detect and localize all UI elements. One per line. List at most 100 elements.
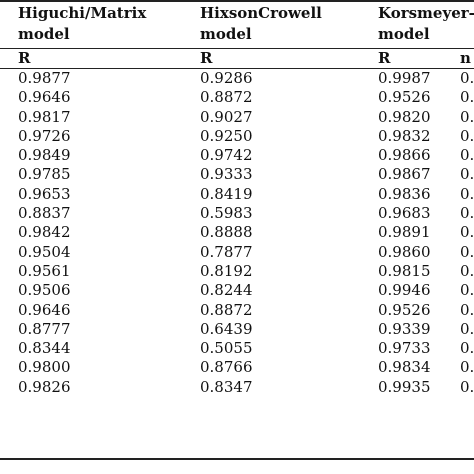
top-rule [0, 0, 474, 2]
table-row: 0.9646 0.8872 0.9526 0. [0, 88, 474, 107]
table-cell: 0.9987 [378, 69, 431, 87]
table-cell: 0.9339 [378, 319, 431, 338]
subheader-rule [0, 48, 474, 49]
table-cell: 0.6439 [200, 319, 253, 338]
header-line: model [200, 25, 252, 43]
table-cell: 0. [460, 165, 474, 184]
table-cell: 0.8244 [200, 281, 253, 300]
table-cell: 0. [460, 126, 474, 145]
table-row: 0.8777 0.6439 0.9339 0. [0, 320, 474, 339]
bottom-rule [0, 458, 474, 460]
table-row: 0.9506 0.8244 0.9946 0. [0, 281, 474, 300]
table-cell: 0.9683 [378, 204, 431, 223]
table-cell: 0.7877 [200, 242, 253, 261]
table-cell: 0.9815 [378, 261, 431, 280]
table-cell: 0.9842 [18, 223, 71, 242]
table-cell: 0.9826 [18, 377, 71, 396]
table-row: 0.9561 0.8192 0.9815 0. [0, 262, 474, 281]
table-row: 0.9877 0.9286 0.9987 0. [0, 69, 474, 88]
table-row: 0.9817 0.9027 0.9820 0. [0, 108, 474, 127]
table-cell: 0.9836 [378, 184, 431, 203]
table-row: 0.8837 0.5983 0.9683 0. [0, 204, 474, 223]
table-cell: 0.9286 [200, 69, 253, 87]
table-row: 0.9726 0.9250 0.9832 0. [0, 127, 474, 146]
subheader-r: R [18, 49, 31, 67]
table-cell: 0. [460, 184, 474, 203]
table-cell: 0.8344 [18, 339, 71, 358]
table-cell: 0.8766 [200, 358, 253, 377]
header-higuchi: Higuchi/Matrix model [18, 3, 146, 45]
table-row: 0.9826 0.8347 0.9935 0. [0, 378, 474, 397]
table-cell: 0. [460, 204, 474, 223]
table-cell: 0.9785 [18, 165, 71, 184]
table-cell: 0. [460, 281, 474, 300]
table-cell: 0.9817 [18, 107, 71, 126]
table-cell: 0. [460, 377, 474, 396]
table-row: 0.9646 0.8872 0.9526 0. [0, 301, 474, 320]
table-cell: 0.9646 [18, 88, 71, 107]
table-row: 0.8344 0.5055 0.9733 0. [0, 339, 474, 358]
table-cell: 0.5983 [200, 204, 253, 223]
table-cell: 0. [460, 319, 474, 338]
table-row: 0.9653 0.8419 0.9836 0. [0, 185, 474, 204]
table-cell: 0.8777 [18, 319, 71, 338]
table-cell: 0.9860 [378, 242, 431, 261]
table-cell: 0. [460, 300, 474, 319]
table-cell: 0. [460, 223, 474, 242]
header-line: HixsonCrowell [200, 4, 322, 22]
table-cell: 0.9935 [378, 377, 431, 396]
table-cell: 0.9832 [378, 126, 431, 145]
table-cell: 0. [460, 242, 474, 261]
table-cell: 0. [460, 146, 474, 165]
subheader-n: n [460, 49, 471, 67]
table-row: 0.9785 0.9333 0.9867 0. [0, 165, 474, 184]
table-body: 0.9877 0.9286 0.9987 0. 0.9646 0.8872 0.9526 0.… [0, 69, 474, 397]
table-cell: 0.8419 [200, 184, 253, 203]
table-cell: 0.9504 [18, 242, 71, 261]
table-cell: 0.9946 [378, 281, 431, 300]
table-cell: 0. [460, 107, 474, 126]
header-line: Korsmeyer- [378, 4, 474, 22]
table-cell: 0.8872 [200, 88, 253, 107]
table-cell: 0. [460, 339, 474, 358]
table-cell: 0.9877 [18, 69, 71, 87]
header-line: Higuchi/Matrix [18, 4, 147, 22]
table-cell: 0.8192 [200, 261, 253, 280]
table-row: 0.9800 0.8766 0.9834 0. [0, 358, 474, 377]
subheader-r: R [378, 49, 391, 67]
table-cell: 0.9866 [378, 146, 431, 165]
table-cell: 0. [460, 69, 474, 87]
table-cell: 0.9742 [200, 146, 253, 165]
table-cell: 0.9526 [378, 300, 431, 319]
table-cell: 0.9333 [200, 165, 253, 184]
table-cell: 0.8347 [200, 377, 253, 396]
table-cell: 0.9733 [378, 339, 431, 358]
header-hixson: HixsonCrowell model [200, 3, 322, 45]
table-cell: 0.9726 [18, 126, 71, 145]
table-cell: 0.9027 [200, 107, 253, 126]
subheader-bottom-rule [0, 68, 474, 69]
header-line: model [18, 25, 70, 43]
table-cell: 0.5055 [200, 339, 253, 358]
table-row: 0.9504 0.7877 0.9860 0. [0, 243, 474, 262]
table-cell: 0.9646 [18, 300, 71, 319]
table-cell: 0.8888 [200, 223, 253, 242]
table-cell: 0. [460, 261, 474, 280]
table-subheader: R R R n [0, 48, 474, 68]
header-line: model [378, 25, 430, 43]
table-cell: 0.9891 [378, 223, 431, 242]
table-cell: 0.9867 [378, 165, 431, 184]
table-row: 0.9849 0.9742 0.9866 0. [0, 146, 474, 165]
table-cell: 0.9849 [18, 146, 71, 165]
table-cell: 0.9800 [18, 358, 71, 377]
table-row: 0.9842 0.8888 0.9891 0. [0, 223, 474, 242]
table-cell: 0.9820 [378, 107, 431, 126]
table-cell: 0.8837 [18, 204, 71, 223]
table-cell: 0.8872 [200, 300, 253, 319]
table-cell: 0.9834 [378, 358, 431, 377]
table-cell: 0. [460, 88, 474, 107]
table-cell: 0.9653 [18, 184, 71, 203]
table-cell: 0.9250 [200, 126, 253, 145]
table-cell: 0.9506 [18, 281, 71, 300]
table-header: Higuchi/Matrix model HixsonCrowell model… [0, 3, 474, 47]
